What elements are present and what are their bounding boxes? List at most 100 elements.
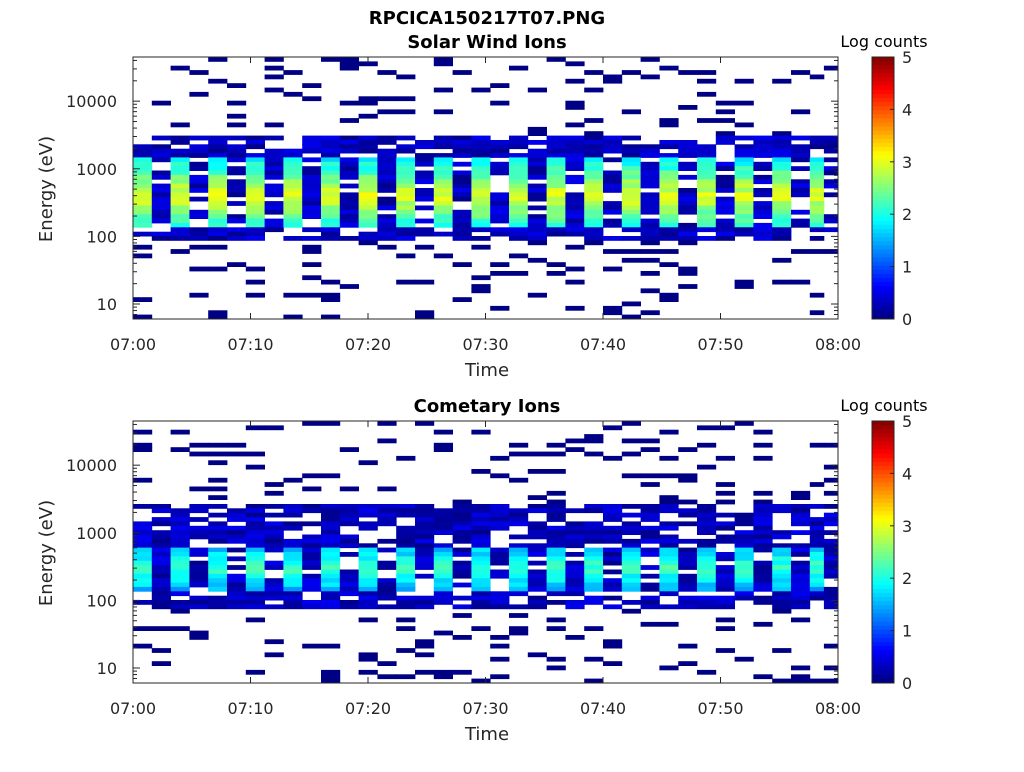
spectrogram-cell — [452, 153, 472, 158]
spectrogram-cell — [151, 144, 171, 150]
spectrogram-cell — [823, 65, 839, 71]
spectrogram-cell — [546, 144, 566, 150]
spectrogram-cell — [715, 231, 735, 237]
y-tick-label: 10 — [97, 659, 117, 678]
spectrogram-cell — [697, 552, 717, 557]
spectrogram-cell — [527, 451, 547, 457]
spectrogram-cell — [302, 96, 322, 102]
spectrogram-cell — [189, 560, 209, 566]
spectrogram-cell — [151, 538, 171, 544]
spectrogram-cell — [490, 153, 510, 158]
colorbar-swatch — [872, 151, 894, 156]
spectrogram-cell — [697, 174, 717, 180]
spectrogram-cell — [151, 183, 171, 189]
spectrogram-cell — [753, 600, 773, 605]
spectrogram-cells — [133, 57, 839, 320]
spectrogram-cell — [546, 201, 566, 206]
spectrogram-cell — [823, 157, 839, 163]
spectrogram-cell — [283, 573, 303, 579]
spectrogram-cell — [433, 595, 453, 601]
spectrogram-cell — [509, 556, 529, 562]
spectrogram-cell — [772, 166, 792, 171]
spectrogram-cell — [170, 65, 190, 71]
spectrogram-cell — [358, 600, 378, 605]
spectrogram-cell — [321, 643, 341, 649]
spectrogram-cell — [264, 170, 284, 176]
spectrogram-cell — [791, 249, 811, 254]
colorbar-swatch — [872, 597, 894, 602]
spectrogram-cell — [170, 214, 190, 219]
spectrogram-cell — [584, 240, 604, 246]
colorbar-swatch — [872, 65, 894, 70]
spectrogram-cell — [546, 227, 566, 233]
colorbar-tick-label: 2 — [902, 569, 912, 588]
spectrogram-cell — [471, 469, 491, 474]
spectrogram-cell — [490, 591, 510, 597]
spectrogram-cell — [358, 170, 378, 176]
spectrogram-cell — [396, 253, 416, 259]
spectrogram-cell — [640, 582, 660, 588]
spectrogram-cell — [490, 656, 510, 662]
spectrogram-cell — [358, 201, 378, 206]
spectrogram-cell — [208, 586, 228, 592]
spectrogram-cell — [321, 552, 341, 557]
spectrogram-cell — [189, 530, 209, 535]
spectrogram-cell — [358, 547, 378, 553]
spectrogram-cell — [189, 578, 209, 583]
spectrogram-cell — [509, 236, 529, 241]
spectrogram-cell — [697, 218, 717, 224]
spectrogram-cell — [321, 236, 341, 241]
spectrogram-cell — [433, 573, 453, 579]
spectrogram-cell — [697, 161, 717, 167]
spectrogram-cell — [339, 218, 359, 224]
spectrogram-cell — [715, 569, 735, 575]
spectrogram-cell — [264, 218, 284, 224]
spectrogram-cell — [715, 135, 735, 141]
spectrogram-cell — [697, 196, 717, 202]
spectrogram-cell — [151, 214, 171, 219]
spectrogram-cell — [415, 170, 435, 176]
spectrogram-cell — [433, 61, 453, 67]
spectrogram-cell — [640, 447, 660, 452]
spectrogram-cell — [678, 538, 698, 544]
spectrogram-cell — [208, 148, 228, 154]
spectrogram-cell — [245, 140, 265, 145]
spectrogram-cell — [772, 591, 792, 597]
spectrogram-cell — [603, 538, 623, 544]
spectrogram-cell — [603, 157, 623, 163]
spectrogram-cell — [283, 236, 303, 241]
colorbar-swatch — [872, 228, 894, 234]
spectrogram-cell — [640, 74, 660, 80]
spectrogram-cell — [509, 135, 529, 141]
spectrogram-cell — [809, 573, 825, 579]
spectrogram-cell — [339, 578, 359, 583]
spectrogram-cell — [584, 222, 604, 228]
spectrogram-cell — [358, 161, 378, 167]
colorbar-swatch — [872, 531, 894, 537]
spectrogram-cell — [565, 538, 585, 544]
spectrogram-cell — [245, 161, 265, 167]
spectrogram-cell — [283, 214, 303, 219]
spectrogram-cell — [791, 560, 811, 566]
spectrogram-cell — [133, 442, 153, 448]
spectrogram-cell — [546, 543, 566, 549]
spectrogram-cell — [245, 174, 265, 180]
spectrogram-cell — [415, 157, 435, 163]
spectrogram-cell — [527, 560, 547, 566]
spectrogram-cell — [133, 179, 153, 185]
spectrogram-cell — [321, 279, 341, 285]
spectrogram-cell — [584, 170, 604, 176]
spectrogram-cell — [245, 144, 265, 150]
spectrogram-cell — [321, 227, 341, 233]
spectrogram-cell — [471, 201, 491, 206]
spectrogram-cell — [170, 201, 190, 206]
spectrogram-cell — [715, 222, 735, 228]
colorbar-swatch — [872, 290, 894, 295]
spectrogram-cell — [227, 578, 247, 583]
spectrogram-cell — [396, 183, 416, 189]
spectrogram-cell — [133, 222, 153, 228]
spectrogram-cell — [396, 586, 416, 592]
spectrogram-cell — [433, 231, 453, 237]
spectrogram-cell — [358, 573, 378, 579]
